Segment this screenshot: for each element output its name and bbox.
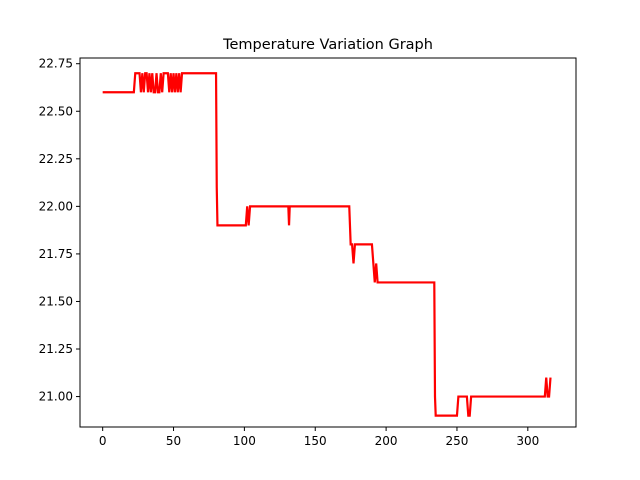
x-tick-label: 100	[233, 434, 256, 448]
x-tick-label: 300	[516, 434, 539, 448]
y-tick-label: 22.50	[39, 104, 73, 118]
y-tick-label: 21.25	[39, 342, 73, 356]
plot-frame	[79, 57, 577, 428]
y-tick-label: 21.00	[39, 390, 73, 404]
x-tick-label: 250	[446, 434, 469, 448]
x-tick-label: 50	[166, 434, 181, 448]
ticks-layer: 0 50 100 150 200 250 300 21.00 21.25 21.50 21.75 22…	[39, 57, 540, 448]
y-tick-label: 21.50	[39, 294, 73, 308]
x-tick-label: 200	[375, 434, 398, 448]
x-tick-label: 0	[99, 434, 107, 448]
y-tick-label: 22.25	[39, 152, 73, 166]
chart-title: Temperature Variation Graph	[222, 37, 433, 53]
y-tick-label: 22.75	[39, 57, 73, 71]
x-tick-label: 150	[304, 434, 327, 448]
y-tick-label: 21.75	[39, 247, 73, 261]
series-layer	[102, 72, 552, 417]
series-line	[102, 72, 552, 417]
y-tick-label: 22.00	[39, 199, 73, 213]
